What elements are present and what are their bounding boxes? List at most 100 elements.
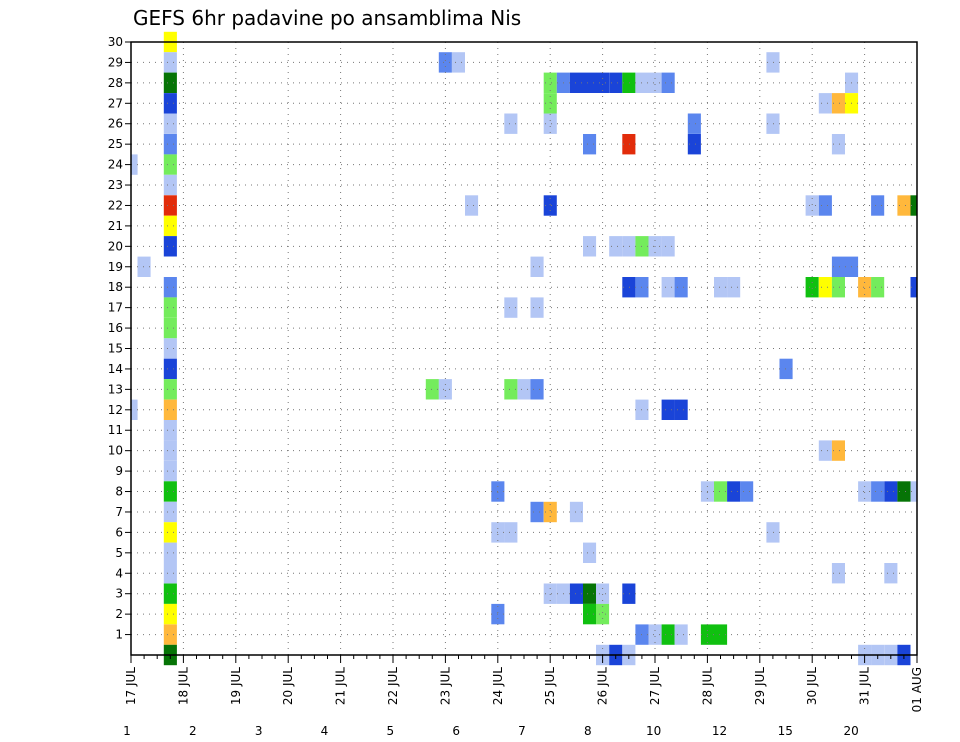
heatmap-cell [569,72,583,93]
y-tick-label: 3 [115,587,123,601]
heatmap-cell [543,72,557,93]
heatmap-cell [596,583,610,604]
heatmap-cell [897,481,911,502]
heatmap-cell [163,93,177,114]
heatmap-cell [622,583,636,604]
heatmap-cell [727,277,741,298]
heatmap-cell [831,134,845,155]
x-tick-label: 22 JUL [386,667,400,705]
heatmap-cell [583,72,597,93]
heatmap-cell [596,72,610,93]
heatmap-cell [163,317,177,339]
heatmap-cell [465,195,479,216]
y-tick-label: 20 [108,239,123,253]
chart-title: GEFS 6hr padavine po ansamblima Nis [133,6,522,30]
x-axis: 17 JUL 18 JUL 19 JUL 20 JUL 21 JUL 22 JUL 23 J… [124,655,924,712]
heatmap-cell [661,399,675,420]
heatmap-cell [504,113,518,134]
heatmap-cell [818,93,832,114]
heatmap-cell [504,379,518,400]
heatmap-cell [543,195,557,216]
heatmap-cell [674,277,688,298]
heatmap-cell [438,52,452,73]
heatmap-cell [831,563,845,584]
heatmap-cell [163,603,177,625]
heatmap-cell [530,379,544,400]
x-tick-label: 20 JUL [281,667,295,705]
y-tick-label: 18 [108,280,123,294]
y-tick-label: 26 [108,117,123,131]
heatmap-cell [163,420,177,441]
heatmap-cell [831,277,845,298]
heatmap-cell [543,93,557,114]
y-tick-label: 2 [115,607,123,621]
heatmap-cell [779,358,793,380]
x-tick-label: 17 JUL [124,667,138,705]
colorbar-label: 15 [778,724,793,738]
heatmap-cell [163,52,177,73]
heatmap-cell [714,481,728,502]
heatmap-cell [163,358,177,380]
heatmap-cell [714,277,728,298]
heatmap-cell [163,624,177,645]
heatmap-cell [727,481,741,502]
heatmap-cell [163,154,177,175]
heatmap-cell [163,542,177,563]
x-tick-label: 27 JUL [648,667,662,705]
heatmap-cell [871,195,885,216]
heatmap-cell [163,583,177,604]
heatmap-cell [163,174,177,196]
heatmap-cell [569,501,583,523]
heatmap-cell [163,72,177,93]
heatmap-cell [163,379,177,400]
grid-lines [130,41,918,655]
heatmap-cell [687,113,701,134]
heatmap-cell [543,501,557,523]
heatmap-cell [818,440,832,461]
y-tick-label: 22 [108,198,123,212]
y-tick-label: 29 [108,55,123,69]
heatmap-cell [583,583,597,604]
colorbar-label: 20 [844,724,859,738]
heatmap-cell [622,277,636,298]
colorbar-label: 2 [189,724,197,738]
heatmap-cell [451,52,465,73]
x-tick-label: 30 JUL [805,667,819,705]
heatmap-cell [163,460,177,482]
heatmap-cell [163,134,177,155]
y-tick-label: 5 [115,546,123,560]
heatmap-cell [530,501,544,523]
heatmap-cell [163,277,177,298]
y-tick-label: 27 [108,96,123,110]
y-tick-label: 15 [108,342,123,356]
colorbar-label: 12 [712,724,727,738]
heatmap-cell [858,481,872,502]
heatmap-cell [897,195,911,216]
heatmap-cell [740,481,754,502]
x-tick-label: 01 AUG [910,667,924,712]
heatmap-cell [530,297,544,318]
heatmap-cell [163,113,177,134]
heatmap-cell [910,277,917,298]
heatmap-cell [648,72,662,93]
y-tick-label: 9 [115,464,123,478]
heatmap-cell [425,379,439,400]
heatmap-cell [163,501,177,523]
x-tick-label: 28 JUL [700,667,714,705]
heatmap-cell [583,542,597,563]
heatmap-cell [609,72,623,93]
heatmap-cell [504,297,518,318]
y-tick-label: 30 [108,35,123,49]
x-tick-label: 25 JUL [543,667,557,705]
heatmap-cell [884,481,898,502]
heatmap-cell [805,195,819,216]
heatmap-cell [831,440,845,461]
heatmap-cell [438,379,452,400]
colorbar-label: 4 [321,724,329,738]
colorbar-label: 5 [386,724,394,738]
y-tick-label: 19 [108,260,123,274]
plot-frame [130,41,918,656]
heatmap-cell [818,195,832,216]
heatmap-cell [583,134,597,155]
y-tick-label: 14 [108,362,123,376]
